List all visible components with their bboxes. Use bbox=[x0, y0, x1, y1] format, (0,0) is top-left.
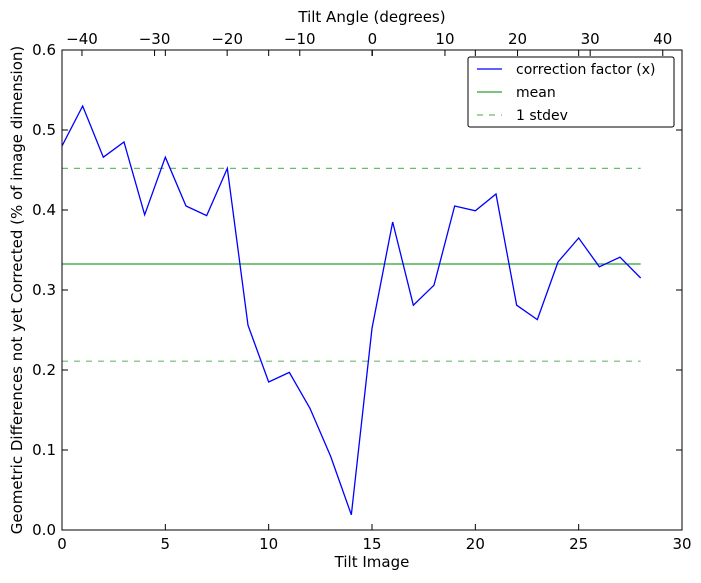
top-x-tick-label: −10 bbox=[284, 30, 316, 48]
legend-label-stdev: 1 stdev bbox=[516, 108, 568, 124]
x-tick-label: 25 bbox=[569, 535, 588, 553]
x-tick-label: 20 bbox=[466, 535, 485, 553]
y-tick-label: 0.6 bbox=[32, 41, 56, 59]
y-tick-label: 0.1 bbox=[32, 441, 56, 459]
top-x-tick-label: 20 bbox=[508, 30, 527, 48]
x-axis-label: Tilt Image bbox=[334, 553, 410, 571]
x-tick-label: 5 bbox=[161, 535, 171, 553]
x-tick-label: 0 bbox=[57, 535, 67, 553]
top-x-tick-label: 10 bbox=[435, 30, 454, 48]
top-x-axis-label: Tilt Angle (degrees) bbox=[297, 8, 445, 26]
top-x-tick-label: 30 bbox=[581, 30, 600, 48]
top-x-tick-label: 40 bbox=[653, 30, 672, 48]
y-tick-label: 0.2 bbox=[32, 361, 56, 379]
legend-label-correction: correction factor (x) bbox=[516, 62, 655, 78]
y-tick-label: 0.0 bbox=[32, 521, 56, 539]
y-tick-label: 0.5 bbox=[32, 121, 56, 139]
plot-marks bbox=[62, 106, 641, 515]
legend-label-mean: mean bbox=[516, 85, 556, 101]
top-x-tick-label: −20 bbox=[211, 30, 243, 48]
top-x-tick-label: 0 bbox=[368, 30, 378, 48]
x-tick-label: 15 bbox=[362, 535, 381, 553]
top-x-tick-label: −30 bbox=[139, 30, 171, 48]
legend: correction factor (x) mean 1 stdev bbox=[468, 57, 674, 127]
x-tick-label: 10 bbox=[259, 535, 278, 553]
y-tick-label: 0.4 bbox=[32, 201, 56, 219]
y-axis-label: Geometric Differences not yet Corrected … bbox=[8, 46, 26, 535]
correction-factor-line bbox=[62, 106, 641, 515]
x-tick-label: 30 bbox=[672, 535, 691, 553]
top-x-tick-label: −40 bbox=[66, 30, 98, 48]
y-tick-label: 0.3 bbox=[32, 281, 56, 299]
